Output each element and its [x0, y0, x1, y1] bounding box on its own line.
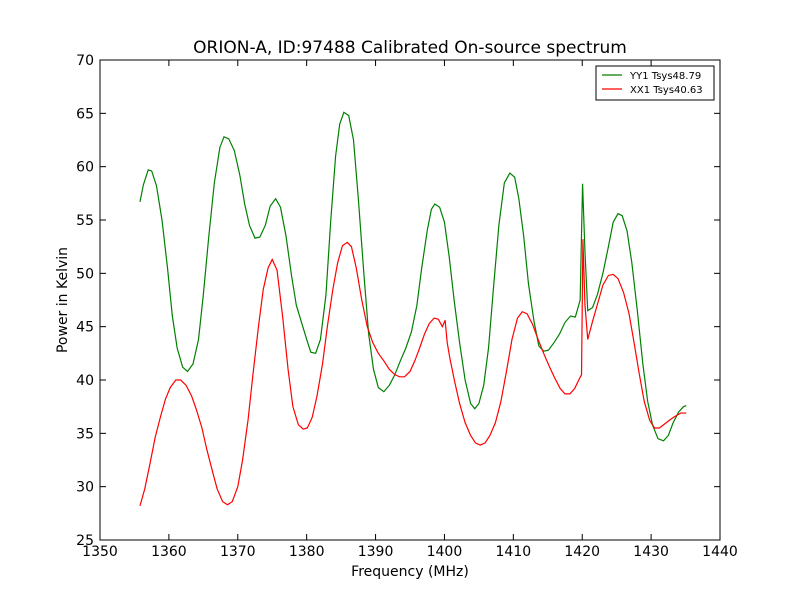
- x-tick-label: 1370: [220, 544, 256, 560]
- y-tick-label: 50: [76, 266, 94, 282]
- x-tick-label: 1360: [151, 544, 187, 560]
- x-axis-label: Frequency (MHz): [351, 564, 469, 580]
- y-tick-label: 55: [76, 213, 94, 229]
- y-axis-ticks: 25 30 35 40 45 50 55 60 65 70: [76, 53, 720, 549]
- x-tick-label: 1380: [289, 544, 325, 560]
- x-tick-label: 1390: [358, 544, 394, 560]
- x-tick-label: 1410: [496, 544, 532, 560]
- y-tick-label: 65: [76, 106, 94, 122]
- x-tick-label: 1420: [564, 544, 600, 560]
- x-tick-label: 1400: [427, 544, 463, 560]
- y-tick-label: 40: [76, 373, 94, 389]
- legend-label-1: YY1 Tsys48.79: [629, 71, 701, 82]
- x-tick-label: 1350: [82, 544, 118, 560]
- series-line-2: [139, 239, 687, 507]
- y-tick-label: 60: [76, 160, 94, 176]
- x-tick-label: 1440: [702, 544, 738, 560]
- legend-box: [595, 65, 715, 101]
- series-line-1: [139, 111, 687, 442]
- legend: YY1 Tsys48.79 XX1 Tsys40.63: [595, 65, 715, 101]
- plot-frame: [99, 59, 721, 541]
- x-tick-label: 1430: [633, 544, 669, 560]
- chart-title: ORION-A, ID:97488 Calibrated On-source s…: [193, 38, 627, 58]
- y-tick-label: 35: [76, 426, 94, 442]
- legend-label-2: XX1 Tsys40.63: [630, 85, 703, 96]
- plot-series: [139, 111, 687, 507]
- y-axis-label: Power in Kelvin: [55, 247, 71, 353]
- y-tick-label: 30: [76, 480, 94, 496]
- x-axis-ticks: 1350 1360 1370 1380 1390 1400 1410 1420 1430 1440: [82, 60, 738, 560]
- y-tick-label: 45: [76, 320, 94, 336]
- y-tick-label: 70: [76, 53, 94, 69]
- y-tick-label: 25: [76, 533, 94, 549]
